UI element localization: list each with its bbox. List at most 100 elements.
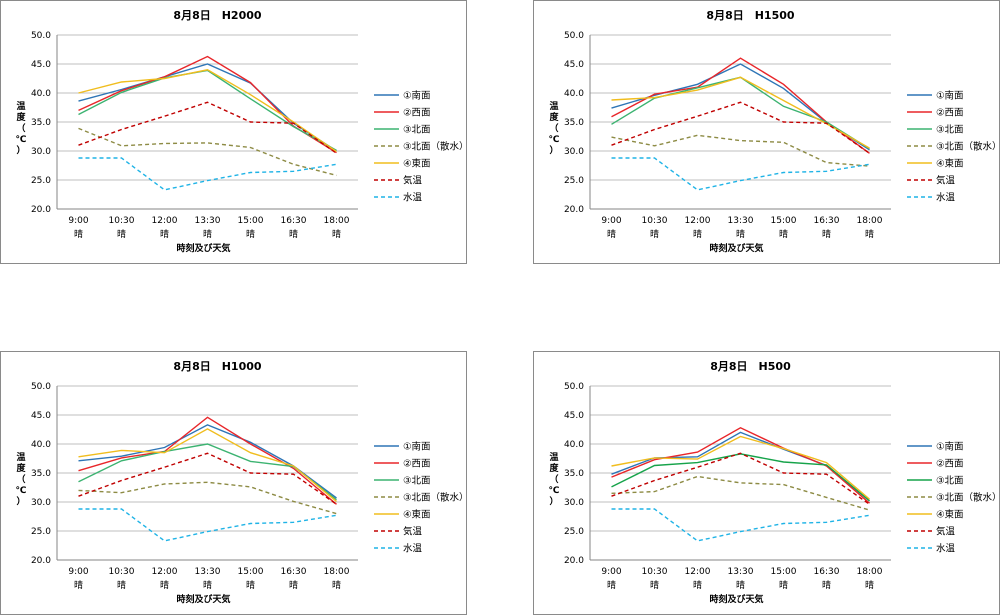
x-tick-label: 12:00	[152, 567, 178, 577]
series-line	[78, 127, 337, 177]
x-weather-label: 晴	[779, 579, 788, 591]
x-tick-label: 13:30	[728, 567, 754, 577]
x-tick-label: 10:30	[109, 567, 135, 577]
y-tick-label: 30.0	[31, 498, 51, 508]
x-tick-label: 18:00	[324, 216, 350, 226]
series-line	[78, 508, 337, 542]
legend-label: ③北面	[936, 476, 964, 487]
x-tick-label: 9:00	[68, 216, 88, 226]
series-line	[78, 481, 337, 515]
y-tick-label: 50.0	[31, 382, 51, 392]
legend-label: ③北面（散水）	[403, 492, 466, 504]
y-tick-label: 50.0	[564, 31, 584, 41]
y-axis-title: 温度（℃）	[16, 100, 27, 156]
x-tick-label: 10:30	[642, 567, 668, 577]
x-tick-label: 15:00	[771, 216, 797, 226]
legend-label: 水温	[936, 543, 956, 555]
series-line	[78, 452, 337, 505]
x-weather-label: 晴	[822, 228, 831, 240]
y-tick-label: 35.0	[564, 118, 584, 128]
y-axis-title: 温度（℃）	[549, 100, 560, 156]
x-weather-label: 晴	[865, 579, 874, 591]
y-tick-label: 20.0	[564, 556, 584, 566]
legend-label: ②西面	[936, 108, 964, 119]
x-weather-label: 晴	[203, 579, 212, 591]
x-weather-label: 晴	[203, 228, 212, 240]
series-line	[78, 101, 337, 154]
x-tick-label: 15:00	[771, 567, 797, 577]
legend-label: ③北面（散水）	[936, 492, 999, 504]
legend-label: ③北面（散水）	[936, 141, 999, 153]
y-tick-label: 35.0	[31, 469, 51, 479]
x-axis-title: 時刻及び天気	[176, 593, 230, 605]
x-weather-label: 晴	[650, 228, 659, 240]
x-weather-label: 晴	[332, 579, 341, 591]
series-line	[611, 76, 870, 149]
y-tick-label: 40.0	[31, 440, 51, 450]
x-weather-label: 晴	[693, 579, 702, 591]
x-tick-label: 12:00	[685, 567, 711, 577]
y-tick-label: 45.0	[564, 411, 584, 421]
legend-label: 気温	[403, 526, 423, 538]
chart-title: 8月8日 H1000	[173, 360, 261, 373]
x-weather-label: 晴	[160, 228, 169, 240]
x-weather-label: 晴	[650, 579, 659, 591]
x-tick-label: 13:30	[728, 216, 754, 226]
x-weather-label: 晴	[607, 579, 616, 591]
series-line	[78, 157, 337, 191]
x-weather-label: 晴	[289, 228, 298, 240]
legend-label: ③北面	[403, 476, 431, 487]
x-tick-label: 16:30	[281, 216, 307, 226]
legend-label: 気温	[936, 175, 956, 187]
x-weather-label: 晴	[332, 228, 341, 240]
legend-label: ②西面	[403, 108, 431, 119]
y-tick-label: 50.0	[31, 31, 51, 41]
x-weather-label: 晴	[607, 228, 616, 240]
legend-label: ④東面	[403, 509, 431, 521]
series-line	[611, 508, 870, 542]
y-tick-label: 45.0	[564, 60, 584, 70]
chart-h2000: 8月8日 H2000 50.0 45.0 40.0 35.0 30.0 25.0 20.0 9:…	[16, 9, 466, 254]
y-tick-label: 25.0	[31, 527, 51, 537]
x-weather-label: 晴	[736, 228, 745, 240]
x-weather-label: 晴	[74, 579, 83, 591]
x-tick-label: 15:00	[238, 567, 264, 577]
series-line	[611, 427, 870, 504]
legend-label: 水温	[936, 192, 956, 204]
series-line	[611, 157, 870, 191]
x-tick-label: 16:30	[281, 567, 307, 577]
x-weather-label: 晴	[160, 579, 169, 591]
x-weather-label: 晴	[779, 228, 788, 240]
y-tick-label: 50.0	[564, 382, 584, 392]
x-tick-label: 18:00	[324, 567, 350, 577]
chart-h1000: 8月8日 H1000 50.0 45.0 40.0 35.0 30.0 25.0 20.0 9:…	[16, 360, 466, 605]
x-weather-label: 晴	[246, 228, 255, 240]
x-axis-title: 時刻及び天気	[709, 593, 763, 605]
chart-panel-h500: 8月8日 H500 50.0 45.0 40.0 35.0 30.0 25.0 20.0 9:0…	[533, 351, 1000, 615]
legend-label: 気温	[403, 175, 423, 187]
x-tick-label: 18:00	[857, 216, 883, 226]
legend-label: ②西面	[936, 459, 964, 470]
x-weather-label: 晴	[246, 579, 255, 591]
x-weather-label: 晴	[289, 579, 298, 591]
y-axis-title: 温度（℃）	[549, 451, 560, 507]
series-line	[611, 452, 870, 505]
y-tick-label: 25.0	[564, 176, 584, 186]
legend-label: ④東面	[403, 158, 431, 170]
y-tick-label: 30.0	[564, 498, 584, 508]
chart-panel-h2000: 8月8日 H2000 50.0 45.0 40.0 35.0 30.0 25.0 20.0 9:…	[0, 0, 467, 264]
chart-title: 8月8日 H2000	[173, 9, 261, 22]
chart-title: 8月8日 H500	[710, 360, 791, 373]
y-tick-label: 20.0	[564, 205, 584, 215]
x-tick-label: 16:30	[814, 216, 840, 226]
chart-h500: 8月8日 H500 50.0 45.0 40.0 35.0 30.0 25.0 20.0 9:0…	[549, 360, 999, 605]
legend-label: 水温	[403, 543, 423, 555]
x-weather-label: 晴	[117, 579, 126, 591]
x-weather-label: 晴	[736, 579, 745, 591]
y-tick-label: 40.0	[31, 89, 51, 99]
y-tick-label: 20.0	[31, 556, 51, 566]
legend-label: 水温	[403, 192, 423, 204]
y-tick-label: 40.0	[564, 89, 584, 99]
y-tick-label: 25.0	[564, 527, 584, 537]
x-tick-label: 13:30	[195, 216, 221, 226]
